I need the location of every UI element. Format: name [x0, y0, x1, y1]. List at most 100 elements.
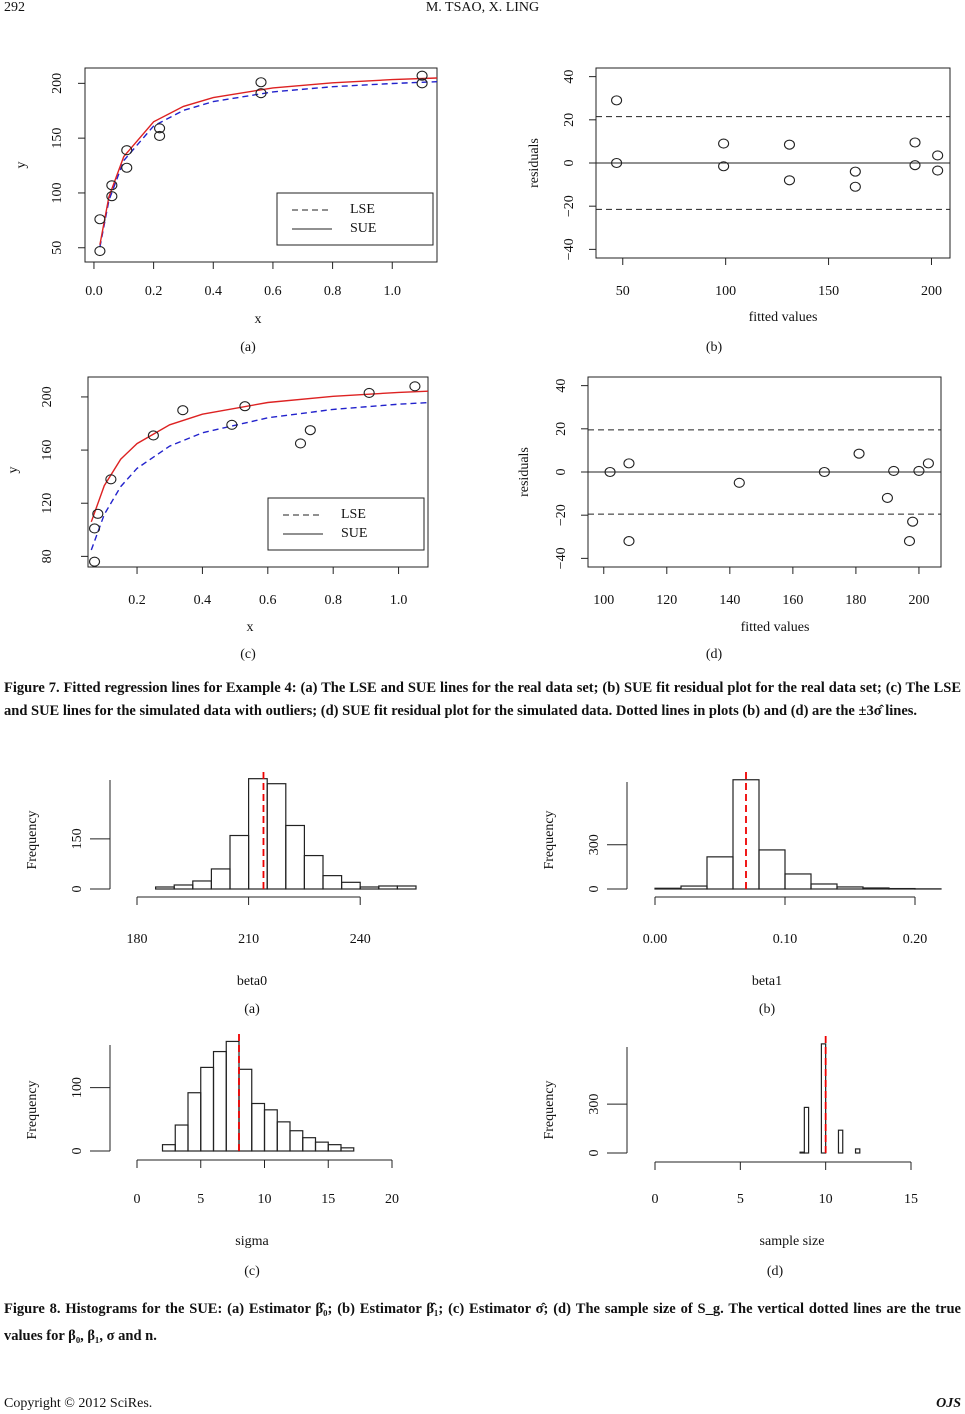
y-tick-label: −20	[562, 195, 577, 217]
data-point	[913, 465, 925, 476]
chart-panel: 50 100 150 200 −40 −20 0 20 40 fitted values resid…	[527, 67, 951, 355]
data-point	[818, 466, 830, 478]
histogram-bar	[680, 885, 708, 890]
x-tick-label: 240	[350, 932, 371, 947]
data-point	[611, 157, 623, 169]
y-axis-title: Frequency	[25, 810, 40, 869]
histogram-bar	[302, 1137, 317, 1152]
x-tick-label: 0.6	[259, 593, 277, 608]
data-point	[932, 150, 944, 161]
data-point	[121, 145, 133, 156]
histogram-bar	[854, 1148, 861, 1154]
journal: OJS	[936, 1396, 961, 1411]
data-point	[604, 466, 616, 478]
y-tick-label: 150	[70, 828, 85, 849]
x-tick-label: 100	[715, 284, 736, 299]
x-tick-label: 100	[593, 593, 614, 608]
histogram-bar	[225, 1040, 240, 1152]
x-tick-label: 15	[904, 1192, 918, 1207]
data-point	[922, 458, 934, 469]
histogram-bar	[263, 1109, 278, 1152]
data-point	[147, 430, 159, 441]
chart-panel: 100 120 140 160 180 200 −40 −20 0 20 40 fitted valu…	[517, 376, 942, 662]
histogram-bar	[359, 886, 380, 890]
data-point	[416, 70, 428, 81]
histogram-bar	[340, 1147, 355, 1152]
data-point	[903, 536, 916, 547]
data-point	[623, 458, 635, 469]
y-axis-title: Frequency	[542, 810, 557, 869]
data-point	[888, 465, 900, 476]
x-tick-label: 0.2	[145, 284, 163, 299]
y-tick-label: 100	[70, 1077, 85, 1098]
x-axis-title: sample size	[760, 1234, 825, 1249]
histogram-bar	[784, 873, 812, 890]
x-axis-title: x	[255, 312, 262, 327]
y-axis-title: y	[14, 162, 29, 169]
histogram-bar	[327, 1144, 342, 1152]
x-tick-label: 0.2	[128, 593, 146, 608]
histogram-bar	[322, 875, 343, 890]
data-point	[907, 516, 919, 527]
copyright: Copyright © 2012 SciRes.	[4, 1396, 153, 1411]
histogram-bar	[810, 883, 838, 890]
x-tick-label: 5	[737, 1192, 744, 1207]
figure-caption: Figure 8. Histograms for the SUE: (a) Es…	[4, 1301, 961, 1344]
chart-panel: 0.0 0.2 0.4 0.6 0.8 1.0 50 100 150 200 LSE SUE x y (a)	[14, 67, 438, 355]
data-point	[177, 405, 189, 416]
y-tick-label: 0	[554, 469, 569, 476]
data-point	[909, 137, 921, 148]
data-point	[849, 166, 861, 177]
data-point	[94, 214, 106, 225]
histogram-bar	[314, 1141, 329, 1152]
histogram-bar	[803, 1106, 810, 1154]
histogram-bar	[285, 824, 305, 890]
x-tick-label: 0.00	[643, 932, 668, 947]
y-tick-label: 80	[40, 549, 55, 563]
histogram-bar	[155, 886, 175, 890]
legend-label: LSE	[350, 202, 375, 217]
y-tick-label: 100	[50, 182, 65, 203]
histogram-bar	[173, 884, 194, 890]
y-axis-title: Frequency	[542, 1080, 557, 1139]
histogram-bar	[210, 868, 231, 890]
x-tick-label: 0	[134, 1192, 141, 1207]
panel-label: (d)	[706, 647, 723, 662]
panel-label: (a)	[244, 1002, 260, 1017]
x-tick-label: 0.0	[85, 284, 103, 299]
histogram-bar	[836, 886, 864, 890]
histogram-bar	[251, 1102, 266, 1152]
y-tick-label: 200	[50, 73, 65, 94]
x-axis-title: sigma	[235, 1234, 269, 1249]
data-point	[718, 138, 730, 149]
data-point	[783, 175, 796, 186]
x-axis-title: fitted values	[749, 310, 818, 325]
y-tick-label: 0	[562, 160, 577, 167]
legend-label: SUE	[350, 221, 376, 236]
data-point	[92, 508, 104, 519]
chart-panel: 0.00 0.10 0.20 0 300 beta1 Frequency (b)	[542, 770, 942, 1017]
data-point	[239, 401, 251, 412]
data-point	[853, 448, 865, 459]
x-tick-label: 0.6	[264, 284, 282, 299]
histogram-bar	[192, 880, 213, 890]
y-tick-label: 160	[40, 440, 55, 461]
panel-label: (b)	[759, 1002, 776, 1017]
y-tick-label: 0	[587, 1150, 602, 1157]
running-title: M. TSAO, X. LING	[425, 0, 540, 15]
data-point	[718, 161, 730, 172]
y-tick-label: 0	[70, 1148, 85, 1155]
x-tick-label: 120	[656, 593, 677, 608]
x-tick-label: 140	[719, 593, 740, 608]
data-point	[255, 88, 267, 99]
histogram-bar	[229, 834, 250, 890]
fit-line	[90, 390, 428, 523]
y-tick-label: 20	[554, 422, 569, 436]
y-tick-label: −40	[562, 238, 577, 260]
histogram-bar	[341, 881, 361, 890]
data-point	[304, 425, 316, 436]
x-axis-title: x	[247, 620, 254, 635]
y-tick-label: 300	[587, 834, 602, 855]
